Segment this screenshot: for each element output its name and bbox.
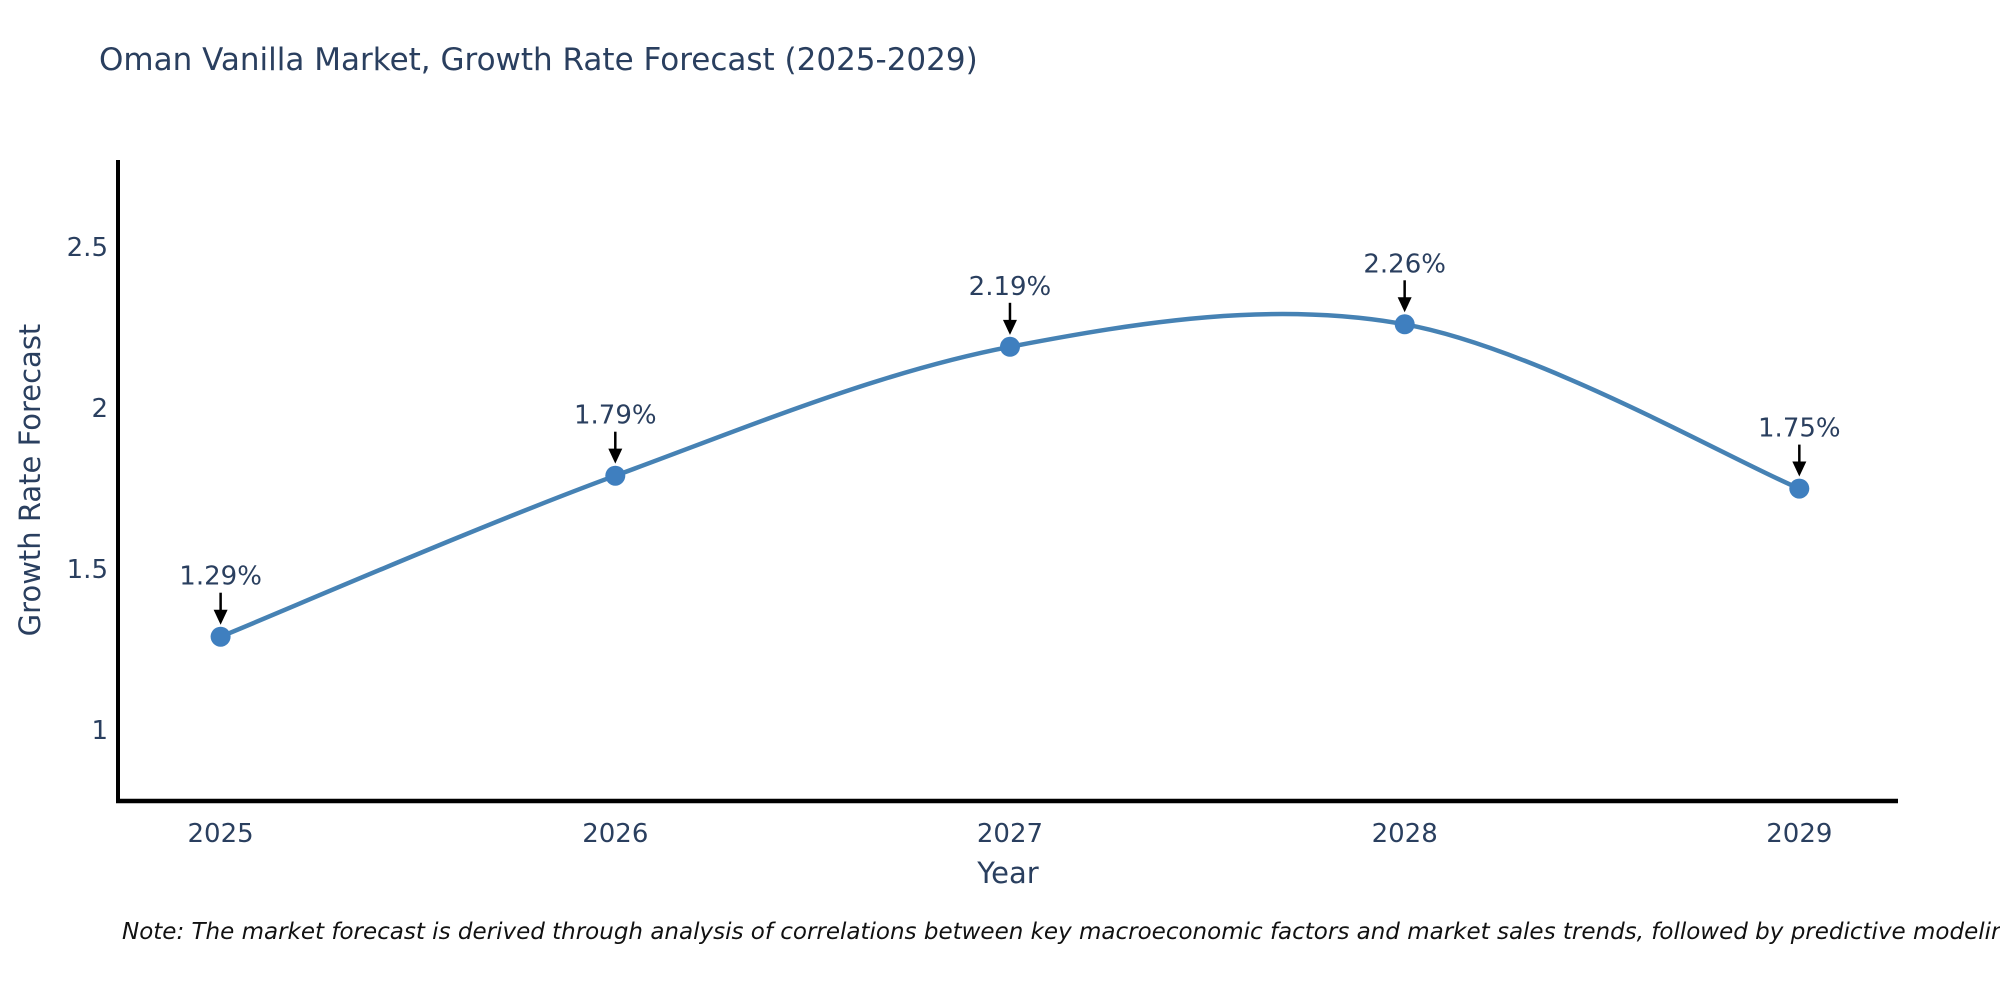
x-axis-title: Year <box>977 856 1039 890</box>
point-value-label: 2.26% <box>1363 249 1446 279</box>
data-point-marker[interactable] <box>1789 478 1810 499</box>
data-point-marker[interactable] <box>210 626 231 647</box>
point-value-label: 1.79% <box>574 401 657 431</box>
data-point-marker[interactable] <box>1394 314 1415 335</box>
y-axis-tick-label: 1.5 <box>67 555 108 585</box>
point-value-label: 1.75% <box>1758 414 1841 444</box>
x-axis-tick-label: 2028 <box>1372 819 1438 849</box>
x-axis-tick-label: 2026 <box>582 819 648 849</box>
data-point-marker[interactable] <box>1000 336 1020 357</box>
annotation-arrowhead-icon <box>608 448 623 464</box>
y-axis-tick-label: 2 <box>91 394 108 424</box>
x-axis-tick-label: 2025 <box>188 819 254 849</box>
footnote-text: Note: The market forecast is derived thr… <box>122 919 2000 945</box>
data-point-marker[interactable] <box>605 465 626 486</box>
x-axis-tick-label: 2027 <box>977 819 1043 849</box>
y-axis-tick-label: 1 <box>91 716 108 746</box>
y-axis-tick-label: 2.5 <box>67 233 108 263</box>
annotation-arrowhead-icon <box>1002 319 1017 335</box>
point-value-label: 2.19% <box>969 272 1052 302</box>
annotation-arrowhead-icon <box>213 609 228 625</box>
trend-line <box>218 311 1802 639</box>
point-value-label: 1.29% <box>179 562 262 592</box>
annotation-arrowhead-icon <box>1397 297 1412 313</box>
chart-title: Oman Vanilla Market, Growth Rate Forecas… <box>99 42 978 78</box>
annotation-arrowhead-icon <box>1792 461 1807 477</box>
x-axis-tick-label: 2029 <box>1766 819 1832 849</box>
